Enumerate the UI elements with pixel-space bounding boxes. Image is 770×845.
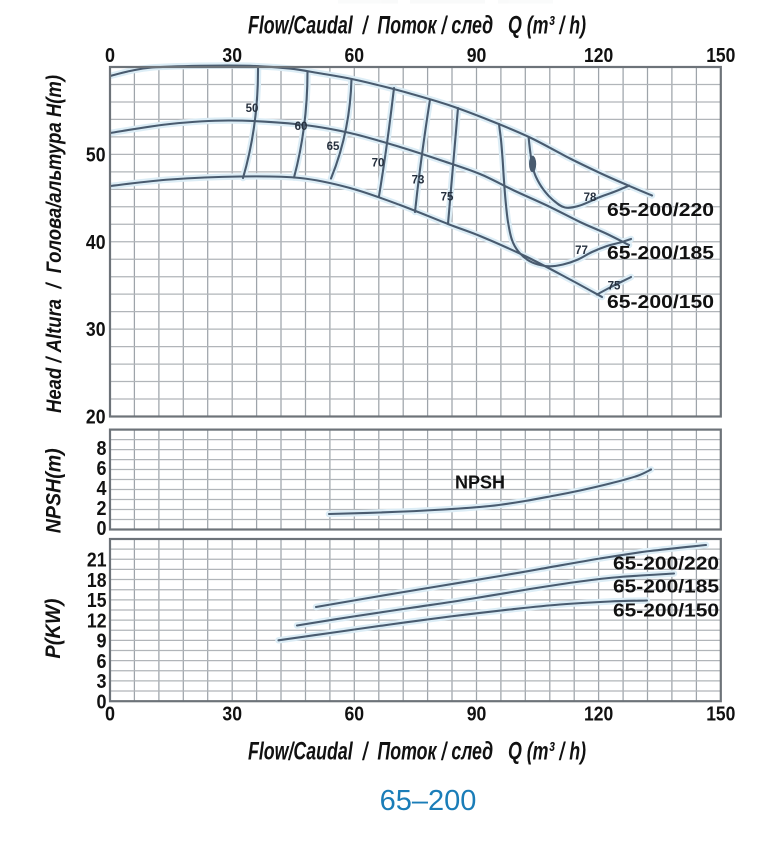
svg-text:90: 90 xyxy=(467,45,487,67)
svg-text:6: 6 xyxy=(97,651,107,673)
svg-text:150: 150 xyxy=(706,45,735,67)
svg-text:Flow/Caudal / Поток / след: Flow/Caudal / Поток / след Q (m³ / h) xyxy=(248,12,586,40)
svg-text:60: 60 xyxy=(345,45,365,67)
svg-text:30: 30 xyxy=(222,704,242,726)
svg-text:65-200/220: 65-200/220 xyxy=(613,554,719,574)
svg-text:65-200/220: 65-200/220 xyxy=(607,200,714,220)
svg-text:4: 4 xyxy=(97,478,108,500)
svg-text:120: 120 xyxy=(584,704,613,726)
svg-text:65-200/150: 65-200/150 xyxy=(613,600,719,620)
svg-text:0: 0 xyxy=(97,691,107,713)
svg-text:60: 60 xyxy=(295,121,308,133)
svg-text:NPSH(m): NPSH(m) xyxy=(42,448,66,533)
svg-text:20: 20 xyxy=(86,407,106,429)
svg-text:3: 3 xyxy=(97,671,107,693)
svg-text:0: 0 xyxy=(105,45,115,67)
svg-text:12: 12 xyxy=(87,610,107,632)
svg-text:Head / Altura / Голова/альту: Head / Altura / Голова/альтура H(m) xyxy=(42,75,66,413)
svg-text:18: 18 xyxy=(87,570,107,592)
svg-text:8: 8 xyxy=(97,438,107,460)
svg-text:40: 40 xyxy=(86,232,106,254)
svg-text:30: 30 xyxy=(86,319,106,341)
svg-text:65: 65 xyxy=(327,141,340,153)
svg-text:2: 2 xyxy=(97,498,107,520)
svg-text:65-200/185: 65-200/185 xyxy=(607,243,714,263)
svg-text:50: 50 xyxy=(246,103,259,115)
svg-text:0: 0 xyxy=(97,518,107,540)
svg-text:50: 50 xyxy=(86,144,106,166)
svg-text:9: 9 xyxy=(97,631,107,653)
svg-text:30: 30 xyxy=(222,45,242,67)
svg-text:Flow/Caudal / Поток / след: Flow/Caudal / Поток / след Q (m³ / h) xyxy=(248,738,586,766)
svg-text:78: 78 xyxy=(584,192,597,204)
svg-text:P(KW): P(KW) xyxy=(41,599,65,659)
svg-text:6: 6 xyxy=(97,458,107,480)
svg-text:150: 150 xyxy=(706,704,735,726)
svg-text:NPSH: NPSH xyxy=(455,472,505,492)
svg-text:90: 90 xyxy=(467,704,487,726)
svg-text:75: 75 xyxy=(441,192,454,204)
svg-text:65–200: 65–200 xyxy=(380,785,477,817)
svg-text:120: 120 xyxy=(584,45,613,67)
svg-text:15: 15 xyxy=(87,590,107,612)
svg-text:21: 21 xyxy=(87,550,107,572)
svg-text:73: 73 xyxy=(412,175,425,187)
svg-text:77: 77 xyxy=(575,245,588,257)
svg-text:70: 70 xyxy=(372,158,385,170)
svg-text:65-200/185: 65-200/185 xyxy=(613,576,719,596)
svg-text:60: 60 xyxy=(345,704,365,726)
svg-text:65-200/150: 65-200/150 xyxy=(607,292,714,312)
svg-text:0: 0 xyxy=(105,704,115,726)
svg-text:75: 75 xyxy=(608,280,621,292)
